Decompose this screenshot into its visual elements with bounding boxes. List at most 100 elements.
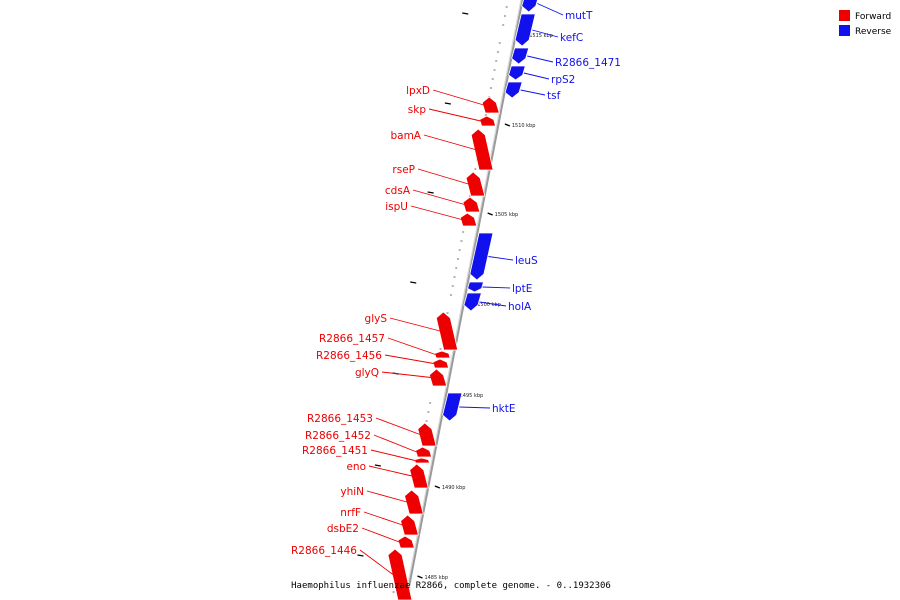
gene-label-rps2[interactable]: rpS2 (551, 74, 575, 86)
gene-ispu-leader (410, 205, 462, 220)
gene-leus-leader (488, 256, 514, 261)
gene-yhin-leader (366, 490, 408, 503)
gene-label-r2866-1446[interactable]: R2866_1446 (291, 545, 357, 557)
gene-lpxd-feature[interactable] (481, 96, 500, 114)
gene-label-lpxd[interactable]: lpxD (406, 85, 430, 97)
axis-tick-label: 1490 kbp (442, 485, 466, 491)
legend-swatch-forward (839, 10, 850, 21)
gene-r2866-1452-feature[interactable] (415, 446, 433, 458)
gene-r2866-1446-leader (359, 549, 394, 575)
gene-nrff-leader (363, 511, 403, 526)
gene-glyq-feature[interactable] (428, 368, 448, 387)
gene-r2866-1451-feature[interactable] (413, 457, 431, 464)
gene-hkte-feature[interactable] (442, 392, 463, 422)
gene-label-rsep[interactable]: rseP (392, 164, 415, 176)
gene-rsep-leader (417, 168, 469, 185)
axis-tick-label: 1505 kbp (495, 212, 519, 218)
axis-tick-label: 1495 kbp (460, 393, 484, 399)
gene-label-leus[interactable]: leuS (515, 255, 538, 267)
gene-rsep-feature[interactable] (465, 171, 486, 197)
axis-minor-tick (357, 554, 364, 557)
axis-minor-tick (444, 102, 451, 105)
gene-eno-feature[interactable] (409, 463, 429, 489)
gene-mutt-feature[interactable] (521, 0, 539, 13)
gene-label-hola[interactable]: holA (508, 301, 532, 313)
gene-ispu-feature[interactable] (459, 212, 478, 227)
axis-major-tick (417, 575, 423, 579)
axis-tick-label: 1485 kbp (424, 575, 448, 581)
gene-label-lpte[interactable]: lptE (512, 283, 532, 295)
gene-label-kefc[interactable]: kefC (560, 32, 583, 44)
gene-label-mutt[interactable]: mutT (565, 10, 593, 22)
gene-lpte-feature[interactable] (467, 281, 485, 293)
gene-skp-leader (428, 108, 481, 122)
legend: Forward Reverse (839, 10, 892, 37)
axis-tick-label: 1500 kbp (477, 302, 501, 308)
gene-label-r2866-1456[interactable]: R2866_1456 (316, 350, 382, 362)
axis-minor-tick (462, 12, 469, 15)
axis-major-tick (487, 212, 493, 216)
gene-label-nrff[interactable]: nrfF (340, 507, 361, 519)
axis-minor-tick (374, 464, 381, 467)
gene-label-bama[interactable]: bamA (390, 130, 421, 142)
gene-eno-leader (368, 465, 413, 477)
genome-axis-line (404, 0, 524, 600)
gene-bama-feature[interactable] (470, 128, 494, 171)
gene-dsbe2-feature[interactable] (397, 535, 415, 549)
gene-dsbe2-leader (361, 527, 400, 543)
gene-r2866-1446-feature[interactable] (387, 548, 413, 600)
gene-mutt-leader (537, 3, 564, 16)
gene-label-yhin[interactable]: yhiN (340, 486, 364, 498)
gene-yhin-feature[interactable] (404, 489, 424, 515)
gene-hola-leader (479, 301, 507, 307)
gene-r2866-1457-leader (387, 337, 436, 355)
gene-rps2-leader (523, 72, 550, 80)
gene-bama-leader (423, 134, 476, 150)
gene-nrff-feature[interactable] (400, 514, 419, 536)
gene-r2866-1453-feature[interactable] (417, 422, 437, 447)
axis-major-tick (504, 123, 511, 127)
gene-hola-feature[interactable] (463, 292, 482, 312)
gene-glys-feature[interactable] (435, 311, 459, 351)
gene-r2866-1471-feature[interactable] (511, 47, 530, 65)
gene-label-r2866-1457[interactable]: R2866_1457 (319, 333, 385, 345)
gene-tsf-feature[interactable] (504, 81, 523, 99)
axis-tick-label: 1515 kbp (529, 33, 553, 39)
gene-kefc-leader (532, 29, 559, 38)
gene-r2866-1456-feature[interactable] (432, 358, 450, 369)
gene-label-tsf[interactable]: tsf (547, 90, 561, 102)
gene-lpte-leader (482, 286, 511, 289)
gene-label-glyq[interactable]: glyQ (355, 367, 379, 379)
gene-label-r2866-1453[interactable]: R2866_1453 (307, 413, 373, 425)
genome-caption: Haemophilus influenzae R2866, complete g… (291, 581, 611, 591)
gene-label-eno[interactable]: eno (346, 461, 366, 473)
gene-glyq-leader (381, 371, 432, 378)
gene-label-dsbe2[interactable]: dsbE2 (327, 523, 359, 535)
axis-major-tick (434, 485, 441, 489)
gene-label-r2866-1451[interactable]: R2866_1451 (302, 445, 368, 457)
gene-r2866-1471-leader (527, 55, 554, 63)
gene-glys-leader (389, 317, 441, 332)
gene-r2866-1457-feature[interactable] (434, 350, 451, 359)
gene-label-glys[interactable]: glyS (365, 313, 388, 325)
gene-label-cdsa[interactable]: cdsA (385, 185, 411, 197)
gene-label-hkte[interactable]: hktE (492, 403, 516, 415)
gene-cdsa-leader (412, 189, 465, 205)
gene-cdsa-feature[interactable] (462, 196, 481, 213)
gene-rps2-feature[interactable] (508, 65, 526, 81)
legend-label-forward: Forward (855, 12, 891, 22)
gene-label-skp[interactable]: skp (408, 104, 427, 116)
gene-labels: mutT kefC R2866_1471 rpS2 tsf lpxD skp bamA rseP… (291, 3, 621, 575)
gene-r2866-1452-leader (373, 434, 417, 453)
axis-tick-label: 1510 kbp (512, 123, 536, 129)
gene-label-r2866-1452[interactable]: R2866_1452 (305, 430, 371, 442)
axis-minor-tick (410, 281, 417, 284)
legend-swatch-reverse (839, 25, 850, 36)
gene-kefc-feature[interactable] (514, 13, 536, 47)
gene-skp-feature[interactable] (479, 115, 497, 127)
gene-leus-feature[interactable] (469, 232, 494, 281)
gene-label-r2866-1471[interactable]: R2866_1471 (555, 57, 621, 69)
gene-hkte-leader (459, 406, 491, 409)
gene-label-ispu[interactable]: ispU (385, 201, 408, 213)
